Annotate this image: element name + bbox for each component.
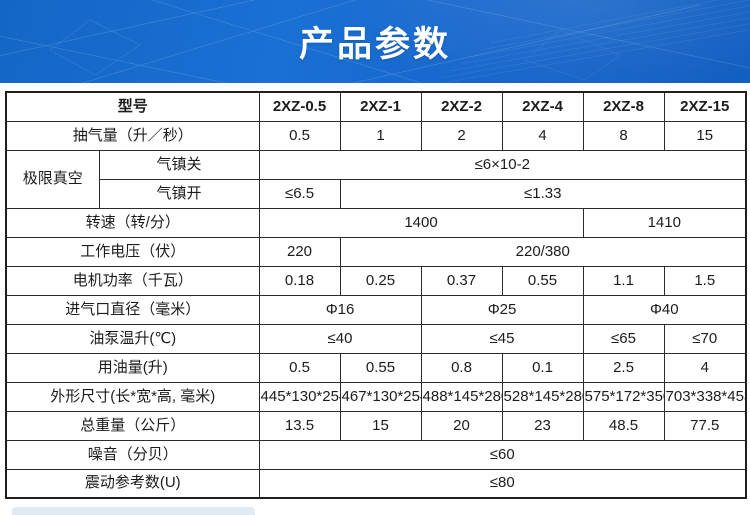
value-cell: 575*172*350	[582, 381, 665, 412]
pumping-speed-row: 抽气量（升／秒） 0.5 1 2 4 8 15	[5, 120, 747, 151]
value-cell: 488*145*280	[420, 381, 503, 412]
value-cell: Φ25	[420, 294, 584, 325]
ultimate-vacuum-ballast-open-row: 气镇开 ≤6.5 ≤1.33	[6, 178, 747, 209]
value-cell: 0.1	[501, 352, 584, 383]
value-cell: ≤6.5	[258, 178, 341, 209]
vibration-row: 震动参考数(U) ≤80	[5, 468, 747, 499]
row-label-cell: 外形尺寸(长*宽*高, 毫米)	[5, 381, 260, 412]
model-header-row: 型号 2XZ-0.5 2XZ-1 2XZ-2 2XZ-4 2XZ-8 2XZ-15	[5, 91, 747, 122]
value-cell: 220	[258, 236, 341, 267]
value-cell: 0.55	[501, 265, 584, 296]
value-cell: 1400	[258, 207, 584, 238]
value-cell: 0.55	[339, 352, 422, 383]
model-header-cell: 2XZ-0.5	[258, 91, 341, 122]
value-cell: Φ16	[258, 294, 422, 325]
row-label-cell: 转速（转/分）	[5, 207, 260, 238]
ultimate-vacuum-ballast-closed-row: 极限真空 气镇关 ≤6×10-2	[5, 149, 747, 209]
value-cell: 15	[339, 410, 422, 441]
value-cell: 23	[501, 410, 584, 441]
value-cell: 2	[420, 120, 503, 151]
value-cell: 220/380	[339, 236, 747, 267]
value-cell: 48.5	[582, 410, 665, 441]
value-cell: 445*130*254	[258, 381, 341, 412]
model-header-cell: 型号	[5, 91, 260, 122]
value-cell: 0.5	[258, 352, 341, 383]
value-cell: 1	[339, 120, 422, 151]
value-cell: 0.8	[420, 352, 503, 383]
value-cell: ≤45	[420, 323, 584, 354]
dimensions-row: 外形尺寸(长*宽*高, 毫米) 445*130*254 467*130*254 488…	[5, 381, 747, 412]
model-header-cell: 2XZ-2	[420, 91, 503, 122]
value-cell: 77.5	[663, 410, 747, 441]
value-cell: 4	[501, 120, 584, 151]
value-cell: ≤1.33	[339, 178, 747, 209]
row-label-cell: 抽气量（升／秒）	[5, 120, 260, 151]
value-cell: 4	[663, 352, 747, 383]
model-header-cell: 2XZ-15	[663, 91, 747, 122]
product-spec-table: 型号 2XZ-0.5 2XZ-1 2XZ-2 2XZ-4 2XZ-8 2XZ-15 抽气量（升…	[5, 91, 748, 499]
value-cell: 20	[420, 410, 503, 441]
value-cell: ≤70	[663, 323, 747, 354]
row-label-cell: 气镇关	[98, 149, 260, 180]
banner-decor-lines	[0, 0, 750, 83]
value-cell: 0.5	[258, 120, 341, 151]
value-cell: 1.1	[582, 265, 665, 296]
oil-capacity-row: 用油量(升) 0.5 0.55 0.8 0.1 2.5 4	[5, 352, 747, 383]
row-label-cell: 工作电压（伏）	[5, 236, 260, 267]
value-cell: ≤65	[582, 323, 665, 354]
value-cell: 0.37	[420, 265, 503, 296]
value-cell: 1410	[582, 207, 747, 238]
value-cell: ≤60	[258, 439, 747, 470]
banner: 产品参数	[0, 0, 750, 83]
row-label-cell: 油泵温升(℃)	[5, 323, 260, 354]
row-label-cell: 气镇开	[98, 178, 260, 209]
rotation-speed-row: 转速（转/分） 1400 1410	[5, 207, 747, 238]
row-label-cell: 总重量（公斤）	[5, 410, 260, 441]
value-cell: 467*130*254	[339, 381, 422, 412]
row-label-cell: 噪音（分贝）	[5, 439, 260, 470]
value-cell: ≤6×10-2	[258, 149, 747, 180]
row-label-cell: 极限真空	[5, 149, 100, 209]
value-cell: 1.5	[663, 265, 747, 296]
value-cell: 528*145*280	[501, 381, 584, 412]
model-header-cell: 2XZ-4	[501, 91, 584, 122]
working-voltage-row: 工作电压（伏） 220 220/380	[5, 236, 747, 267]
total-weight-row: 总重量（公斤） 13.5 15 20 23 48.5 77.5	[5, 410, 747, 441]
value-cell: 2.5	[582, 352, 665, 383]
model-header-cell: 2XZ-1	[339, 91, 422, 122]
model-header-cell: 2XZ-8	[582, 91, 665, 122]
value-cell: ≤40	[258, 323, 422, 354]
value-cell: ≤80	[258, 468, 747, 499]
value-cell: 13.5	[258, 410, 341, 441]
motor-power-row: 电机功率（千瓦） 0.18 0.25 0.37 0.55 1.1 1.5	[5, 265, 747, 296]
row-label-cell: 用油量(升)	[5, 352, 260, 383]
value-cell: 703*338*453	[663, 381, 747, 412]
noise-row: 噪音（分贝） ≤60	[5, 439, 747, 470]
oil-pump-temp-rise-row: 油泵温升(℃) ≤40 ≤45 ≤65 ≤70	[5, 323, 747, 354]
next-row-partial	[12, 507, 255, 515]
value-cell: 0.18	[258, 265, 341, 296]
value-cell: 15	[663, 120, 747, 151]
row-label-cell: 电机功率（千瓦）	[5, 265, 260, 296]
value-cell: 0.25	[339, 265, 422, 296]
row-label-cell: 震动参考数(U)	[5, 468, 260, 499]
value-cell: 8	[582, 120, 665, 151]
value-cell: Φ40	[582, 294, 747, 325]
inlet-diameter-row: 进气口直径（毫米） Φ16 Φ25 Φ40	[5, 294, 747, 325]
row-label-cell: 进气口直径（毫米）	[5, 294, 260, 325]
page-title: 产品参数	[298, 25, 451, 64]
